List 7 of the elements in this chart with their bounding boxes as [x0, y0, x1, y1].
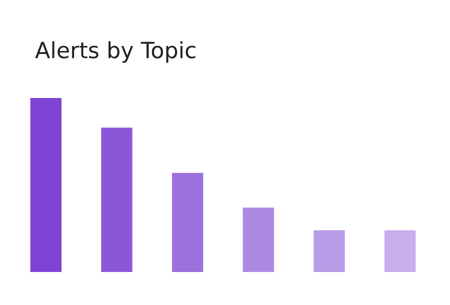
bar: [172, 172, 204, 272]
bar: [242, 208, 274, 272]
chart-title: Alerts by Topic: [35, 41, 196, 63]
bar: [314, 230, 345, 272]
bar: [101, 128, 132, 272]
bar: [30, 98, 62, 272]
bar: [384, 230, 416, 272]
